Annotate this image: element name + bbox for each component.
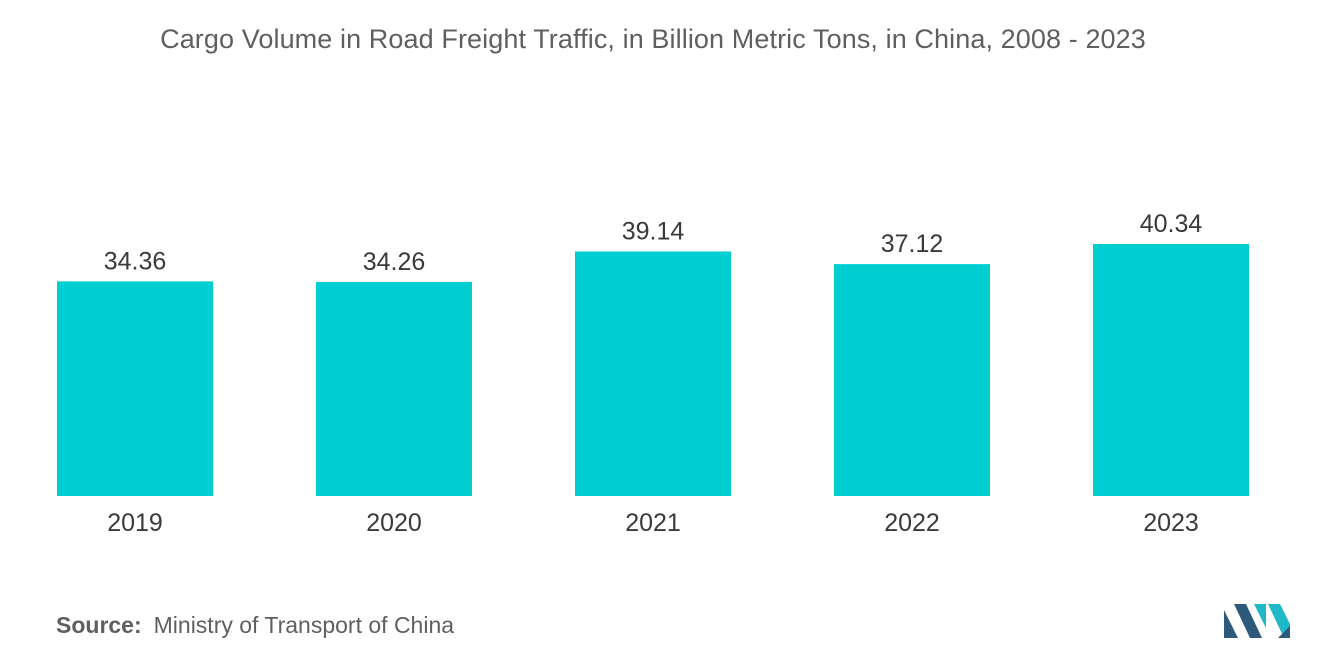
mordor-intelligence-logo-icon (1224, 604, 1290, 638)
bar-2023 (1093, 244, 1249, 496)
bar-2021 (575, 251, 731, 496)
logo-shape-mid-light (1254, 604, 1266, 628)
x-tick-label-2022: 2022 (884, 509, 940, 537)
value-label-2021: 39.14 (622, 217, 685, 245)
logo-shape-left (1224, 610, 1238, 638)
x-tick-label-2021: 2021 (625, 509, 681, 537)
source-text: Ministry of Transport of China (153, 612, 455, 638)
x-tick-label-2020: 2020 (366, 509, 422, 537)
logo-shape-right-light (1268, 604, 1290, 638)
value-labels-group: 34.36 34.26 39.14 37.12 40.34 (104, 210, 1203, 276)
bars-group (57, 244, 1249, 496)
bar-2019 (57, 281, 213, 496)
source-label: Source: (56, 612, 142, 638)
x-tick-label-2019: 2019 (107, 509, 163, 537)
bar-2022 (834, 264, 990, 496)
logo-shape-right-dark (1278, 626, 1290, 638)
source-note: Source: Ministry of Transport of China (56, 612, 454, 639)
chart-title: Cargo Volume in Road Freight Traffic, in… (160, 24, 1146, 54)
bar-2020 (316, 281, 472, 496)
value-label-2019: 34.36 (104, 247, 167, 275)
value-label-2022: 37.12 (881, 230, 944, 258)
x-tick-label-2023: 2023 (1143, 509, 1199, 537)
value-label-2020: 34.26 (363, 248, 426, 276)
logo-shape-mid-dark (1234, 604, 1262, 638)
x-axis-tick-labels: 2019 2020 2021 2022 2023 (107, 509, 1199, 537)
value-label-2023: 40.34 (1140, 210, 1203, 238)
